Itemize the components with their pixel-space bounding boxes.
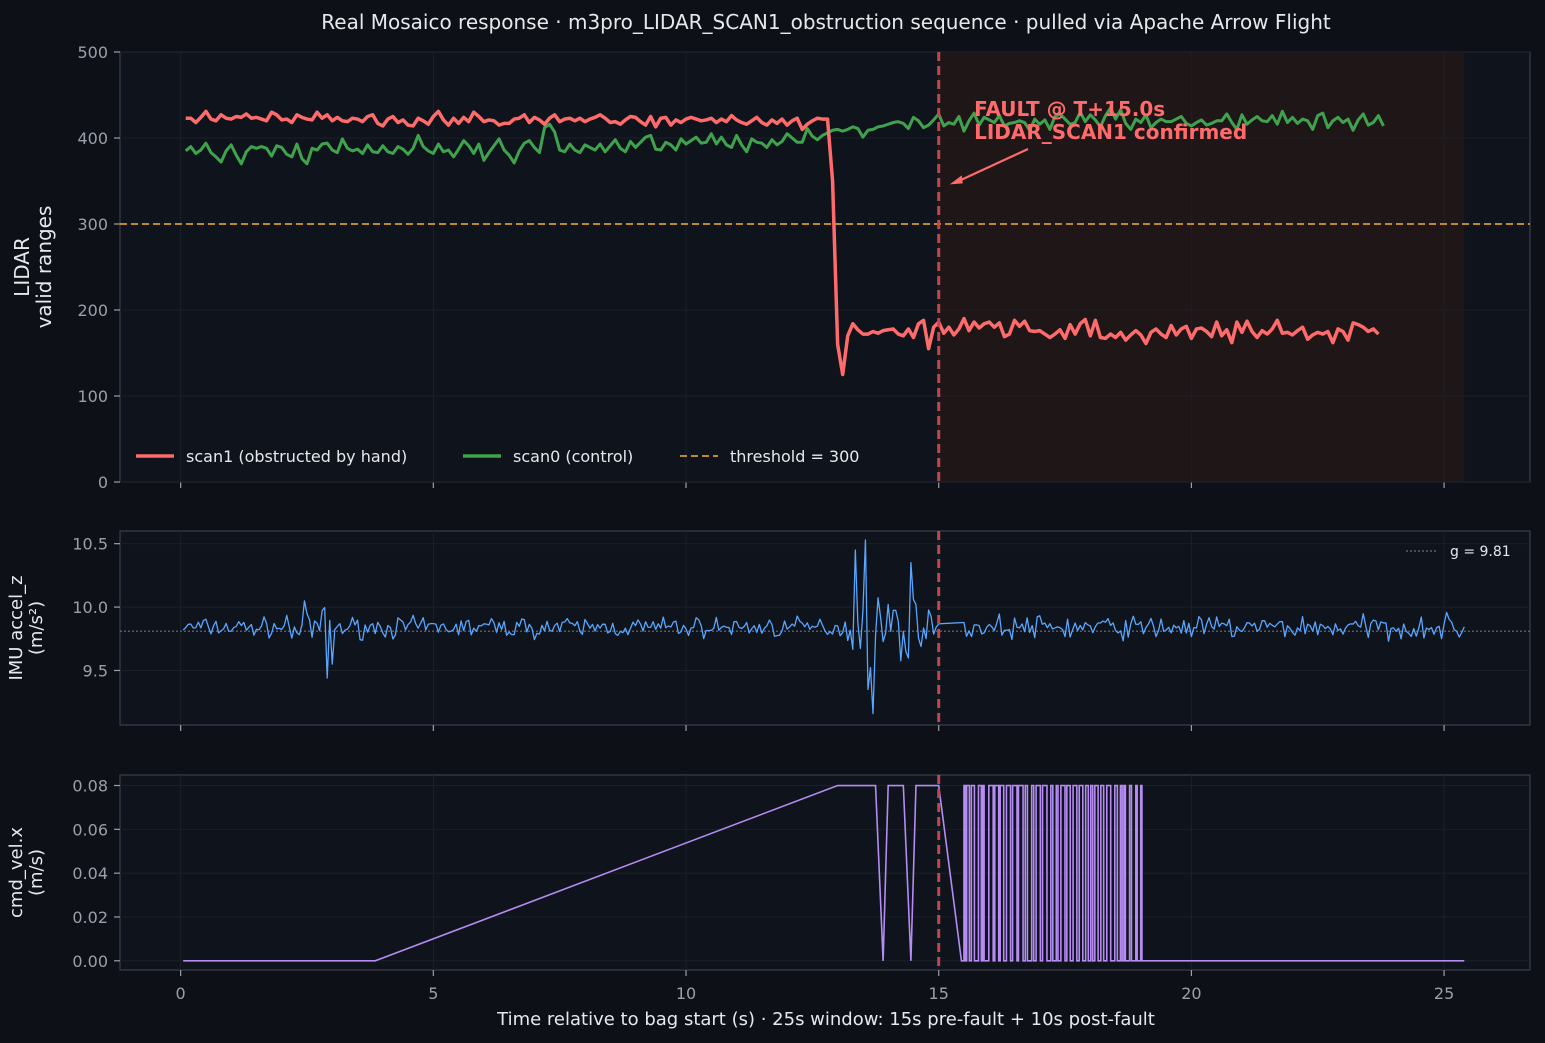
fault-annotation: LIDAR_SCAN1 confirmed [974, 120, 1247, 144]
y-tick-label: 0.00 [72, 952, 108, 971]
y-axis-label-line: (m/s²) [26, 601, 47, 655]
y-tick-label: 0.08 [72, 777, 108, 796]
y-axis-label-line: valid ranges [32, 206, 56, 329]
legend-label: g = 9.81 [1450, 544, 1511, 560]
cmd-vel-line [183, 784, 1465, 962]
x-tick-label: 25 [1434, 984, 1454, 1003]
y-tick-label: 100 [77, 387, 108, 406]
y-tick-label: 0.02 [72, 908, 108, 927]
chart-title: Real Mosaico response · m3pro_LIDAR_SCAN… [321, 10, 1331, 34]
y-tick-label: 0.04 [72, 864, 108, 883]
scan1-line [185, 109, 1380, 377]
x-tick-label: 10 [676, 984, 696, 1003]
x-tick-label: 20 [1181, 984, 1201, 1003]
legend-label: threshold = 300 [730, 447, 859, 466]
annotation-arrowhead [949, 175, 963, 185]
legend-label: scan0 (control) [513, 447, 633, 466]
y-axis-label: LIDARvalid ranges [10, 206, 56, 329]
y-tick-label: 10.5 [72, 535, 108, 554]
x-tick-label: 5 [428, 984, 438, 1003]
y-tick-label: 0.06 [72, 820, 108, 839]
y-axis-label: cmd_vel.x(m/s) [6, 827, 47, 918]
panel-2-frame [119, 530, 1531, 726]
y-axis-label-line: (m/s) [26, 849, 47, 896]
y-tick-label: 500 [77, 43, 108, 62]
imu-accel-line [182, 539, 1465, 715]
y-axis-label: IMU accel_z(m/s²) [6, 575, 47, 680]
y-axis-label-line: LIDAR [10, 237, 34, 297]
y-tick-label: 200 [77, 301, 108, 320]
panel-3-frame [119, 774, 1531, 971]
y-axis-label-line: IMU accel_z [6, 575, 27, 680]
y-tick-label: 9.5 [83, 661, 108, 680]
y-axis-label-line: cmd_vel.x [6, 827, 27, 918]
y-tick-label: 10.0 [72, 598, 108, 617]
scan0-line [184, 106, 1385, 166]
x-axis-label: Time relative to bag start (s) · 25s win… [496, 1009, 1155, 1030]
y-tick-label: 300 [77, 215, 108, 234]
annotation-arrow [955, 148, 1029, 184]
fault-annotation: FAULT @ T+15.0s [974, 97, 1165, 121]
x-tick-label: 15 [929, 984, 949, 1003]
y-tick-label: 400 [77, 129, 108, 148]
y-tick-label: 0 [98, 473, 108, 492]
legend-label: scan1 (obstructed by hand) [186, 447, 407, 466]
x-tick-label: 0 [176, 984, 186, 1003]
